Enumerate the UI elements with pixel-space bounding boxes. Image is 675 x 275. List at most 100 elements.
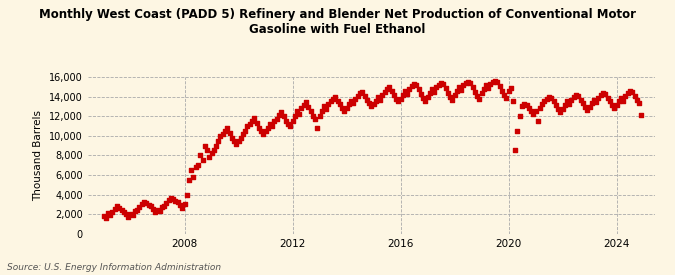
Point bbox=[521, 103, 532, 108]
Point bbox=[395, 96, 406, 101]
Point bbox=[570, 92, 581, 97]
Point bbox=[420, 98, 431, 103]
Point bbox=[413, 87, 424, 91]
Point bbox=[310, 117, 321, 121]
Point bbox=[627, 89, 638, 94]
Point bbox=[321, 107, 331, 112]
Point bbox=[359, 94, 370, 98]
Point bbox=[584, 105, 595, 109]
Point bbox=[582, 108, 593, 112]
Point bbox=[566, 97, 577, 102]
Point bbox=[371, 98, 381, 103]
Point bbox=[152, 208, 163, 212]
Point bbox=[485, 82, 496, 86]
Point bbox=[290, 114, 300, 118]
Point bbox=[276, 110, 287, 114]
Point bbox=[528, 112, 539, 116]
Point bbox=[263, 126, 273, 130]
Point bbox=[562, 99, 572, 104]
Point bbox=[163, 198, 174, 203]
Point bbox=[597, 90, 608, 95]
Point bbox=[285, 124, 296, 128]
Point bbox=[107, 210, 118, 214]
Point bbox=[442, 90, 453, 95]
Point bbox=[494, 84, 505, 88]
Point bbox=[177, 206, 188, 210]
Point bbox=[222, 126, 233, 130]
Point bbox=[454, 85, 464, 89]
Point bbox=[600, 92, 611, 96]
Point bbox=[575, 97, 586, 102]
Point bbox=[155, 209, 165, 213]
Point bbox=[123, 215, 134, 219]
Point bbox=[465, 81, 476, 85]
Point bbox=[330, 94, 341, 99]
Point bbox=[251, 121, 262, 125]
Point bbox=[350, 96, 361, 101]
Point bbox=[616, 95, 626, 100]
Point bbox=[175, 203, 186, 208]
Point bbox=[211, 143, 221, 148]
Point bbox=[233, 139, 244, 143]
Point bbox=[609, 106, 620, 111]
Point bbox=[634, 101, 645, 106]
Point bbox=[121, 212, 132, 216]
Point bbox=[435, 81, 446, 85]
Point bbox=[150, 210, 161, 214]
Point bbox=[381, 87, 392, 91]
Point bbox=[141, 201, 152, 206]
Point bbox=[411, 82, 422, 87]
Point bbox=[172, 200, 183, 205]
Point bbox=[143, 203, 154, 208]
Point bbox=[341, 106, 352, 111]
Point bbox=[111, 204, 122, 208]
Point bbox=[501, 95, 512, 100]
Point bbox=[476, 90, 487, 95]
Point bbox=[240, 129, 250, 133]
Point bbox=[206, 151, 217, 156]
Point bbox=[280, 119, 291, 123]
Point bbox=[602, 95, 613, 100]
Point bbox=[587, 101, 597, 106]
Point bbox=[474, 96, 485, 101]
Point bbox=[170, 199, 181, 204]
Point bbox=[346, 98, 356, 103]
Point bbox=[132, 208, 142, 212]
Point bbox=[499, 92, 510, 97]
Point bbox=[479, 87, 489, 91]
Point bbox=[384, 85, 395, 89]
Point bbox=[101, 216, 111, 220]
Point bbox=[438, 82, 449, 86]
Point bbox=[368, 102, 379, 107]
Point bbox=[190, 165, 201, 169]
Point bbox=[231, 141, 242, 146]
Point bbox=[591, 100, 601, 105]
Point bbox=[447, 97, 458, 102]
Point bbox=[481, 82, 491, 87]
Point bbox=[357, 89, 368, 94]
Point bbox=[184, 178, 194, 182]
Point bbox=[344, 102, 354, 107]
Point bbox=[469, 89, 480, 94]
Point bbox=[325, 99, 336, 104]
Point bbox=[269, 119, 280, 123]
Point bbox=[128, 213, 138, 217]
Point bbox=[449, 92, 460, 97]
Point bbox=[238, 132, 248, 136]
Point bbox=[98, 214, 109, 218]
Point bbox=[303, 105, 314, 109]
Point bbox=[523, 106, 534, 111]
Point bbox=[307, 114, 318, 118]
Point bbox=[541, 96, 552, 101]
Point bbox=[161, 201, 172, 206]
Point bbox=[283, 122, 294, 126]
Point bbox=[292, 109, 302, 114]
Point bbox=[134, 205, 145, 210]
Point bbox=[244, 122, 255, 126]
Point bbox=[188, 175, 199, 179]
Point bbox=[607, 103, 618, 108]
Point bbox=[366, 104, 377, 109]
Point bbox=[179, 202, 190, 207]
Point bbox=[408, 82, 419, 86]
Point bbox=[195, 153, 206, 158]
